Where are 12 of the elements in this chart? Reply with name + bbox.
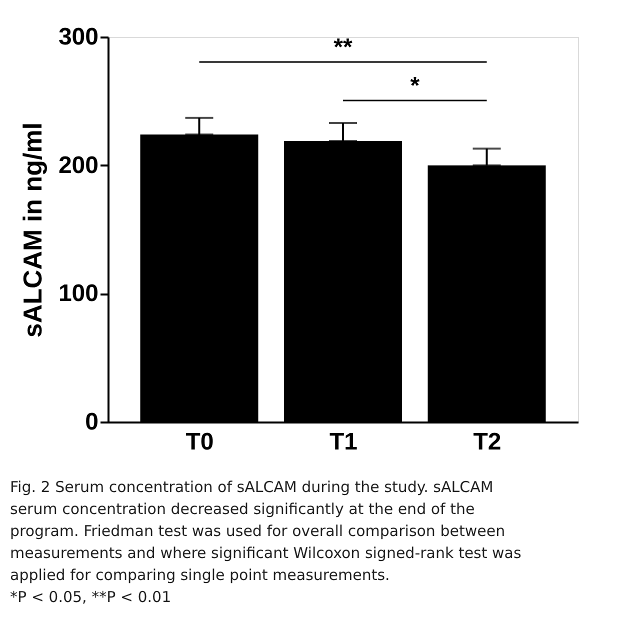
caption: Fig. 2 Serum concentration of sALCAM during the study. sALCAM serum concentration decreased significantly at the end of the program. Friedman test was used for overall comparison between measurements and where significant Wilcoxon signed-rank test was applied for comparing single point measurements. xyxy=(10,478,522,584)
y-tick-label: 0 xyxy=(85,408,98,436)
text: *P < 0.05, **P < 0.01 xyxy=(10,588,172,606)
x-tick-label: T1 xyxy=(329,428,358,456)
x-tick-label: T2 xyxy=(473,428,502,456)
y-tick-label: 300 xyxy=(58,24,98,50)
y-axis-title: sALCAM in ng/ml xyxy=(17,122,48,338)
annotation: * xyxy=(410,72,420,100)
y-tick-label: 100 xyxy=(58,280,98,308)
y-tick-label: 200 xyxy=(58,152,98,179)
annotation: ** xyxy=(334,34,353,62)
x-tick-label: T0 xyxy=(186,428,214,456)
